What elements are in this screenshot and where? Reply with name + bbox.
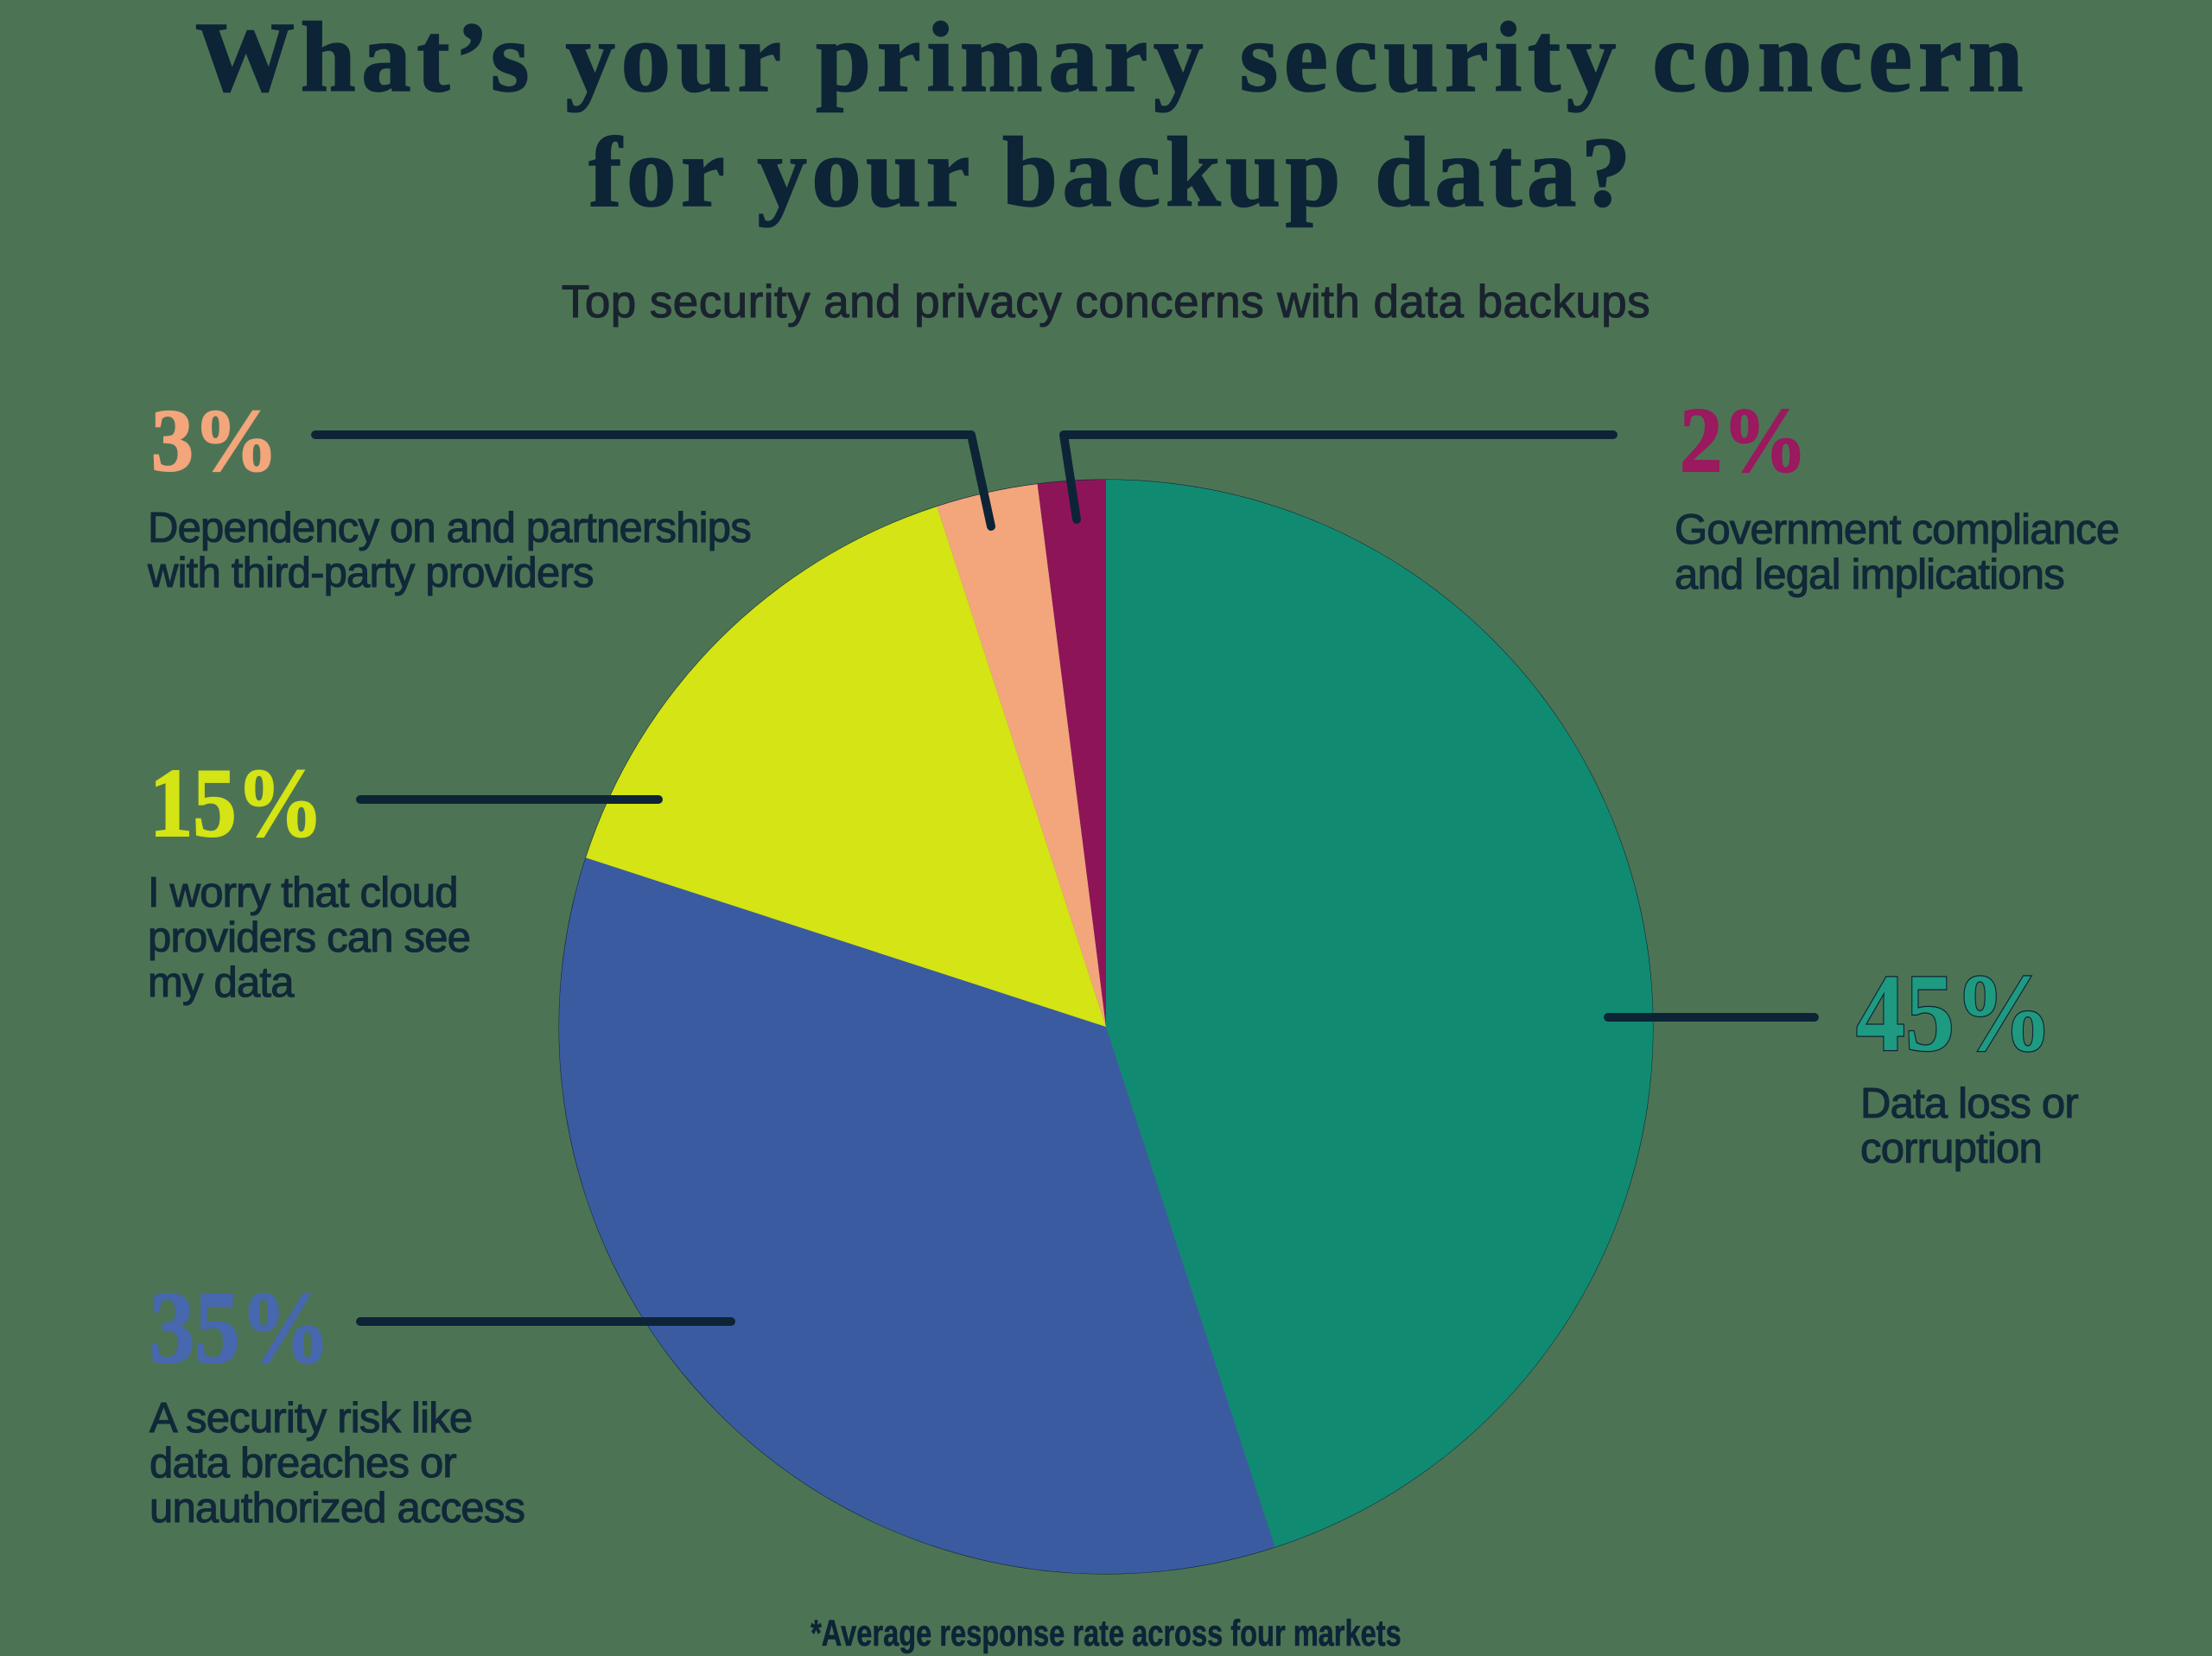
svg-text:45%: 45% (1856, 952, 2053, 1075)
